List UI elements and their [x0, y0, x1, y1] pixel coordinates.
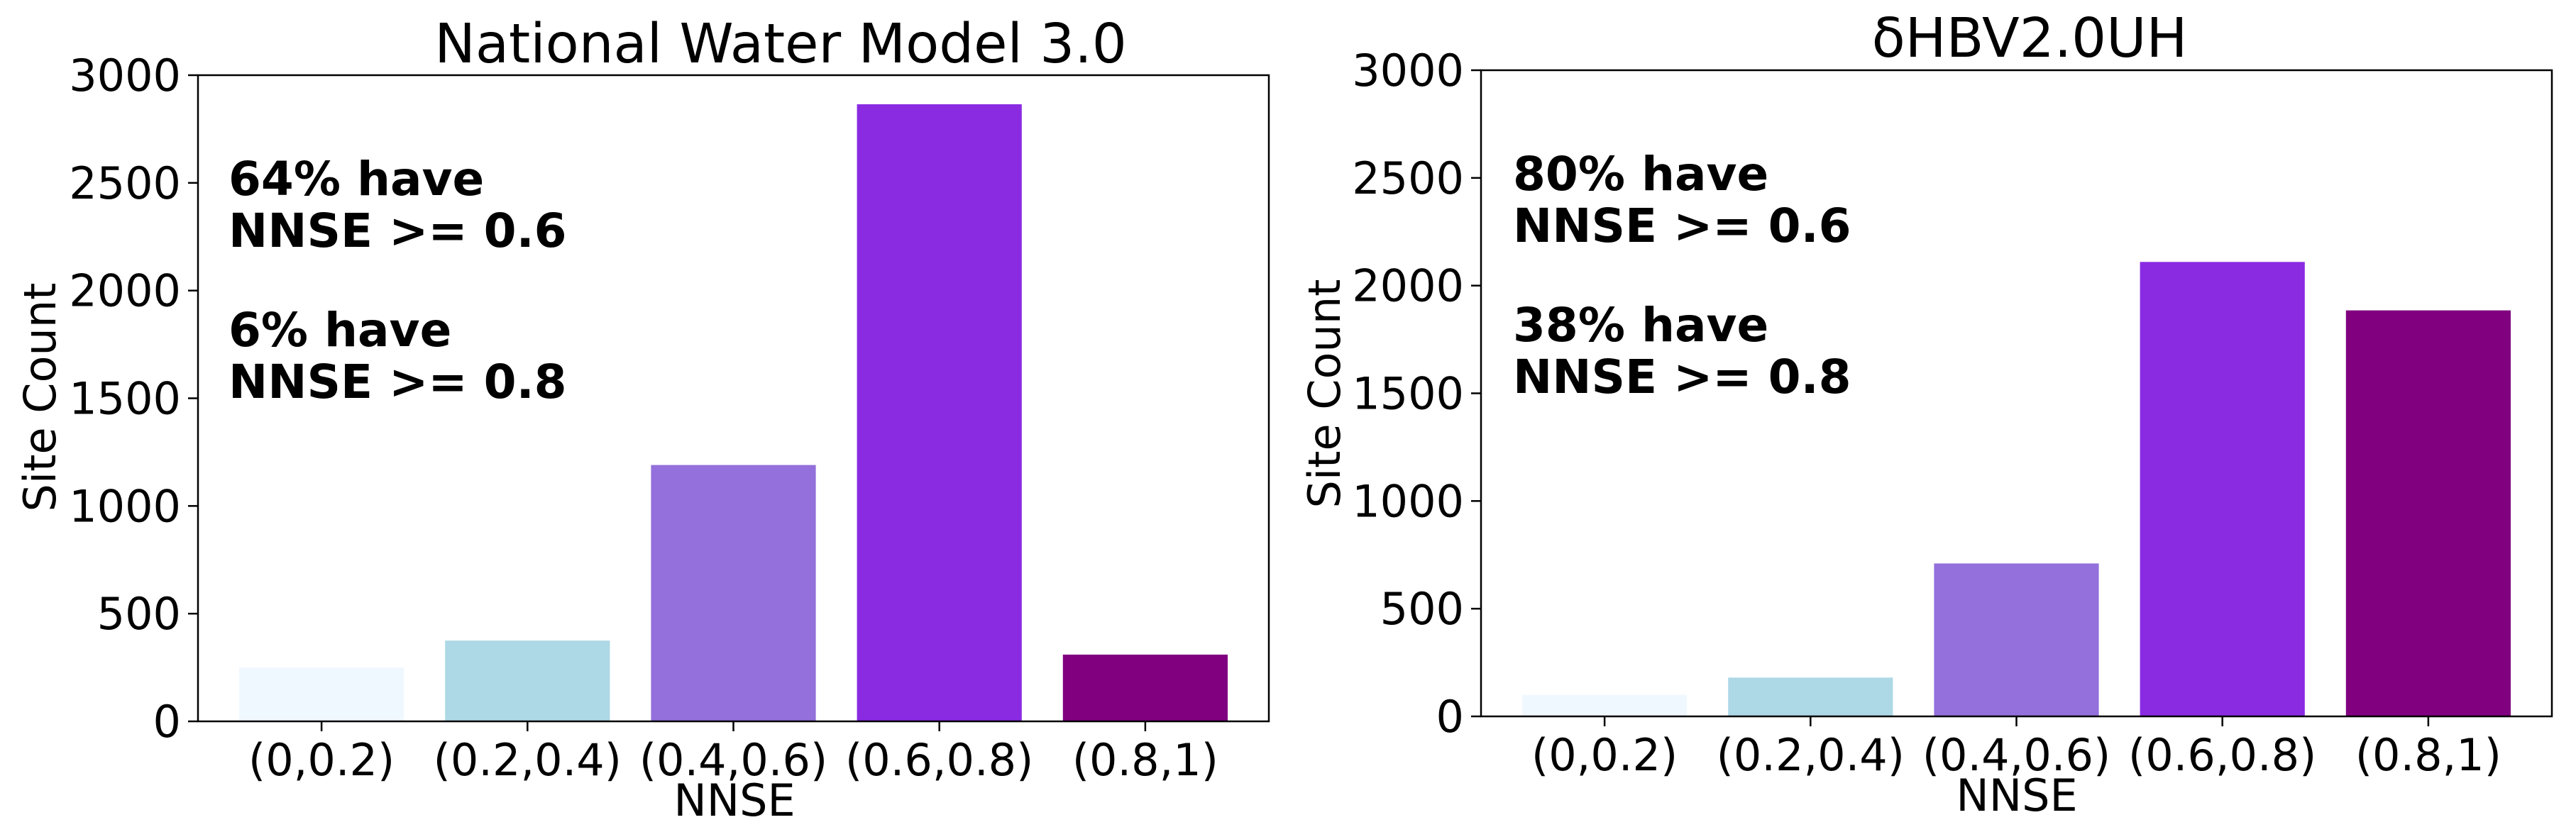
bar-nwm-2: [445, 640, 610, 721]
bar-nwm-4: [857, 104, 1022, 721]
y-tick-label-nwm-1: 500: [97, 588, 181, 640]
x-tick-label-nwm-3: (0.6,0.8): [845, 734, 1033, 786]
annotation-line-2-dhbv: NNSE >= 0.6: [1513, 199, 1851, 253]
y-tick-label-nwm-6: 3000: [69, 50, 181, 101]
y-tick-label-dhbv-5: 2500: [1352, 152, 1464, 204]
chart-panel-nwm: National Water Model 3.0 Site Count NNSE…: [14, 13, 1270, 826]
x-tick-label-dhbv-4: (0.8,1): [2355, 729, 2501, 781]
annotation-block-nwm: 64% have NNSE >= 0.6 6% have NNSE >= 0.8: [229, 152, 567, 409]
bar-dhbv-2: [1728, 677, 1893, 716]
y-tick-label-dhbv-6: 3000: [1352, 45, 1464, 96]
annotation-line-4-dhbv: NNSE >= 0.8: [1513, 350, 1851, 404]
plot-frame-dhbv: [1480, 69, 2553, 718]
x-axis-label-dhbv: NNSE: [1956, 770, 2077, 821]
x-tick-label-nwm-4: (0.8,1): [1072, 734, 1218, 786]
annotation-line-3-nwm: 6% have: [229, 303, 451, 357]
annotation-line-2-nwm: NNSE >= 0.6: [229, 204, 567, 258]
chart-title-dhbv: δHBV2.0UH: [1872, 7, 2188, 70]
y-tick-label-dhbv-4: 2000: [1352, 260, 1464, 312]
chart-title-nwm: National Water Model 3.0: [434, 13, 1127, 76]
annotation-line-4-nwm: NNSE >= 0.8: [229, 355, 567, 409]
x-tick-label-dhbv-3: (0.6,0.8): [2128, 729, 2316, 781]
bar-dhbv-1: [1522, 694, 1688, 716]
y-axis-label-dhbv: Site Count: [1299, 279, 1350, 509]
y-tick-label-nwm-3: 1500: [69, 373, 181, 425]
annotation-block-dhbv: 80% have NNSE >= 0.6 38% have NNSE >= 0.…: [1513, 147, 1851, 404]
bar-dhbv-5: [2345, 310, 2511, 717]
y-tick-label-nwm-2: 1000: [69, 480, 181, 532]
y-tick-label-nwm-0: 0: [153, 696, 181, 748]
x-tick-label-dhbv-2: (0.4,0.6): [1922, 729, 2110, 781]
x-tick-label-dhbv-1: (0.2,0.4): [1717, 729, 1905, 781]
y-tick-label-nwm-4: 2000: [69, 265, 181, 317]
bar-dhbv-4: [2140, 262, 2305, 716]
x-axis-label-nwm: NNSE: [673, 775, 795, 826]
annotation-line-1-nwm: 64% have: [229, 152, 484, 206]
x-tick-label-dhbv-0: (0,0.2): [1531, 729, 1678, 781]
bar-nwm-5: [1062, 654, 1228, 721]
chart-panel-dhbv: δHBV2.0UH Site Count NNSE 80% have NNSE …: [1299, 7, 2553, 821]
bar-nwm-1: [239, 667, 404, 721]
x-tick-label-nwm-1: (0.2,0.4): [434, 734, 622, 786]
y-tick-label-dhbv-1: 500: [1380, 583, 1464, 635]
y-tick-label-dhbv-0: 0: [1436, 691, 1464, 743]
bar-nwm-3: [651, 465, 816, 721]
x-tick-label-nwm-2: (0.4,0.6): [639, 734, 827, 786]
x-tick-label-nwm-0: (0,0.2): [248, 734, 395, 786]
y-tick-label-dhbv-2: 1000: [1352, 475, 1464, 527]
bar-dhbv-3: [1934, 563, 2099, 716]
y-tick-label-dhbv-3: 1500: [1352, 368, 1464, 420]
y-tick-label-nwm-5: 2500: [69, 157, 181, 209]
annotation-line-3-dhbv: 38% have: [1513, 298, 1768, 353]
y-axis-label-nwm: Site Count: [14, 283, 66, 512]
plot-frame-nwm: [197, 74, 1270, 723]
annotation-line-1-dhbv: 80% have: [1513, 147, 1768, 201]
